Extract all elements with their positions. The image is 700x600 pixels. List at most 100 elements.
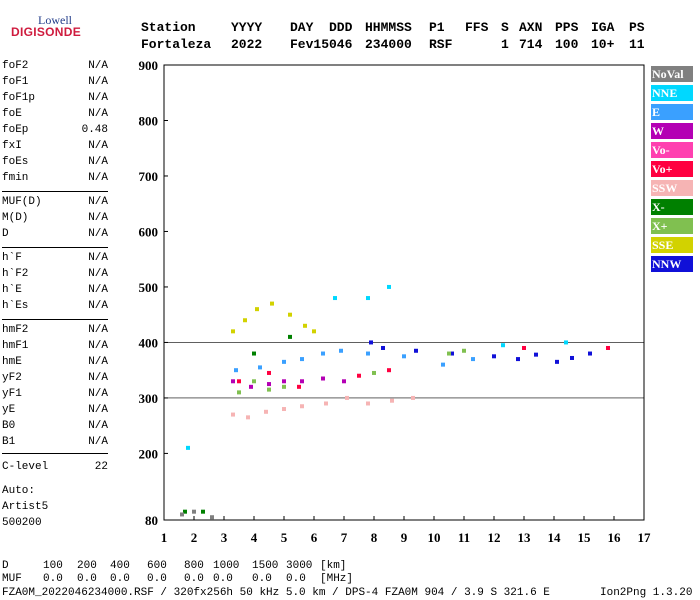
echo-point-w (231, 379, 235, 384)
header-value-day: Fev15 (290, 37, 330, 52)
y-tick-label: 600 (139, 224, 159, 239)
param-name: foF1p (2, 92, 36, 104)
echo-point-x- (372, 370, 376, 375)
header-label-iga: IGA (591, 20, 615, 35)
param-row: yF1 N/A (2, 388, 108, 402)
echo-point-nne (333, 296, 337, 301)
header-label-ddd: DDD (329, 20, 353, 35)
echo-point-x- (282, 384, 286, 389)
echo-point-nne (186, 445, 190, 450)
param-name: B0 (2, 420, 16, 432)
echo-point-noval (210, 515, 214, 520)
d-value: 1000 (213, 560, 240, 572)
legend-item-x-: X- (651, 199, 693, 215)
echo-points (180, 284, 610, 520)
muf-value: 0.0 (147, 573, 167, 585)
echo-point-ssw (264, 409, 268, 414)
header-label-hhmmss: HHMMSS (365, 20, 412, 35)
echo-point-noval (192, 509, 196, 514)
header-label-pps: PPS (555, 20, 579, 35)
param-separator (2, 319, 108, 320)
echo-point-x- (462, 348, 466, 353)
param-name: h`E (2, 284, 22, 296)
x-tick-label: 10 (428, 530, 441, 545)
param-row: yE N/A (2, 404, 108, 418)
echo-point-sse (303, 323, 307, 328)
param-value: N/A (88, 76, 108, 88)
param-value: N/A (88, 212, 108, 224)
echo-point-vo- (522, 345, 526, 350)
param-value: N/A (88, 372, 108, 384)
param-row: foF1 N/A (2, 76, 108, 90)
legend-item-nne: NNE (651, 85, 693, 101)
muf-value: 0.0 (252, 573, 272, 585)
d-value: 3000 (286, 560, 313, 572)
header-value-yyyy: 2022 (231, 37, 263, 52)
echo-point-nnw (534, 352, 538, 357)
y-tick-label: 500 (139, 280, 159, 295)
echo-point-ssw (390, 398, 394, 403)
echo-point-w (282, 379, 286, 384)
param-name: h`F2 (2, 268, 29, 280)
param-row: foF2 N/A (2, 60, 108, 74)
echo-point-ssw (345, 395, 349, 400)
echo-point-x- (237, 390, 241, 395)
param-row: foE N/A (2, 108, 108, 122)
muf-value: 0.0 (77, 573, 97, 585)
y-tick-label: 200 (139, 446, 159, 461)
echo-point-noval (180, 512, 184, 517)
param-value: N/A (88, 340, 108, 352)
echo-point-nnw (555, 359, 559, 364)
param-name: fxI (2, 140, 22, 152)
d-value: 800 (184, 560, 204, 572)
echo-point-x- (288, 334, 292, 339)
muf-value: 0.0 (43, 573, 63, 585)
param-row: hmE N/A (2, 356, 108, 370)
param-name: foEp (2, 124, 29, 136)
header-label-yyyy: YYYY (231, 20, 263, 35)
header-value-ddd: 046 (329, 37, 353, 52)
param-value: N/A (88, 356, 108, 368)
version-text: Ion2Png 1.3.20 (600, 587, 693, 599)
echo-point-ssw (366, 401, 370, 406)
legend-item-vo-: Vo- (651, 142, 693, 158)
header-label-p1: P1 (429, 20, 445, 35)
x-tick-label: 2 (191, 530, 198, 545)
d-value: 200 (77, 560, 97, 572)
x-tick-label: 5 (281, 530, 288, 545)
x-tick-label: 1 (161, 530, 168, 545)
echo-point-w (249, 384, 253, 389)
param-name: yE (2, 404, 16, 416)
echo-point-w (300, 379, 304, 384)
param-name: fmin (2, 172, 29, 184)
y-tick-label: 80 (145, 513, 158, 528)
param-value: N/A (88, 284, 108, 296)
echo-point-ssw (231, 412, 235, 417)
header-label-ffs: FFS (465, 20, 489, 35)
param-value: N/A (88, 404, 108, 416)
param-row: C-level 22 (2, 461, 108, 475)
param-name: MUF(D) (2, 196, 42, 208)
echo-point-nnw (570, 355, 574, 360)
param-name: yF2 (2, 372, 22, 384)
echo-point-nne (366, 296, 370, 301)
logo-line2: DIGISONDE (11, 25, 82, 39)
param-row: h`E N/A (2, 284, 108, 298)
header-label-axn: AXN (519, 20, 543, 35)
param-row: MUF(D) N/A (2, 196, 108, 210)
param-row: hmF1 N/A (2, 340, 108, 354)
echo-point-x- (252, 351, 256, 356)
param-value: N/A (88, 92, 108, 104)
param-value: N/A (88, 324, 108, 336)
echo-point-nnw (516, 357, 520, 362)
param-value: N/A (88, 196, 108, 208)
echo-point-sse (270, 301, 274, 306)
echo-point-e (471, 357, 475, 362)
param-value: 0.48 (81, 124, 108, 136)
echo-point-e (234, 368, 238, 373)
param-name: h`Es (2, 300, 29, 312)
d-value: 1500 (252, 560, 279, 572)
echo-point-e (441, 362, 445, 367)
echo-point-ssw (282, 407, 286, 412)
y-tick-label: 900 (139, 58, 159, 73)
